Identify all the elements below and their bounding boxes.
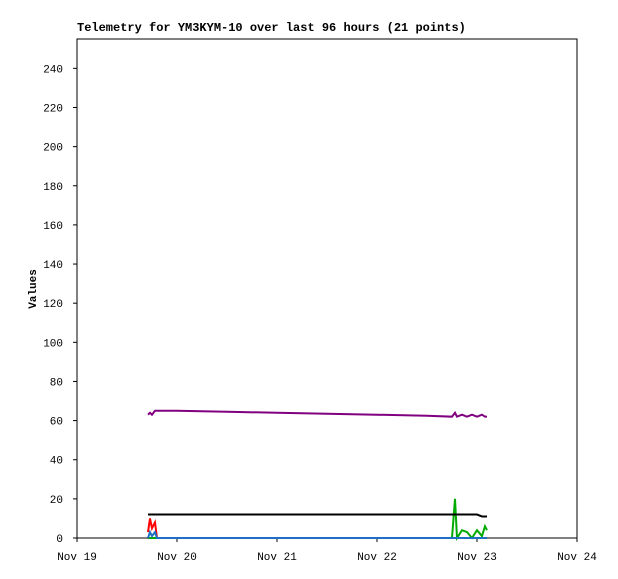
x-tick-label: Nov 19 — [57, 552, 97, 564]
y-tick-label: 40 — [50, 456, 63, 468]
y-tick-label: 60 — [50, 417, 63, 429]
y-tick-label: 180 — [43, 182, 63, 194]
x-tick-label: Nov 22 — [357, 552, 397, 564]
y-tick-label: 80 — [50, 377, 63, 389]
y-tick-label: 0 — [56, 534, 63, 546]
plot-frame — [76, 38, 578, 539]
chart-title: Telemetry for YM3KYM-10 over last 96 hou… — [77, 21, 466, 35]
y-axis-label: Values — [28, 269, 40, 309]
y-tick-label: 160 — [43, 221, 63, 233]
y-tick-label: 20 — [50, 495, 63, 507]
x-tick-label: Nov 20 — [157, 552, 197, 564]
series-line — [147, 518, 487, 539]
y-tick-label: 100 — [43, 338, 63, 350]
series-line — [148, 498, 488, 542]
y-tick-label: 120 — [43, 299, 63, 311]
x-tick-label: Nov 23 — [457, 552, 497, 564]
y-tick-label: 240 — [43, 64, 63, 76]
y-tick-label: 220 — [43, 103, 63, 115]
y-tick-label: 140 — [43, 260, 63, 272]
y-tick-label: 200 — [43, 143, 63, 155]
x-tick-label: Nov 24 — [557, 552, 597, 564]
x-tick-label: Nov 21 — [257, 552, 297, 564]
series-line — [148, 513, 487, 518]
series-line — [147, 529, 487, 539]
series-line — [147, 409, 487, 418]
